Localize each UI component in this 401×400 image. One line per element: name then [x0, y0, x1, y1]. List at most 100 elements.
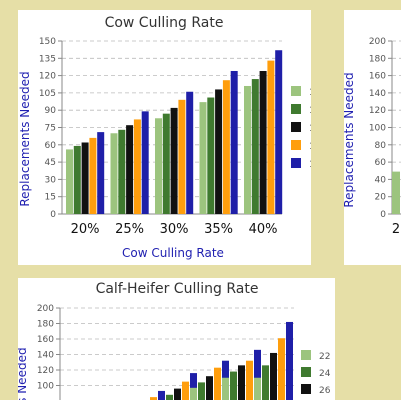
bar [66, 149, 73, 214]
bar [133, 119, 141, 214]
bar [190, 387, 197, 400]
bar [126, 125, 134, 214]
y-axis-label: Replacements Needed [344, 72, 356, 207]
legend-label: 18% [309, 160, 311, 170]
right-chart-partial: Replacements Needed 0 20 40 60 80 100 120 140 16… [344, 37, 401, 237]
y-tick-label: 0 [50, 210, 56, 220]
y-tick-label: 160 [369, 72, 386, 82]
legend-swatch [291, 104, 301, 114]
y-tick-label: 150 [39, 37, 56, 47]
y-tick-label: 100 [37, 382, 54, 392]
category-label: 40% [249, 222, 278, 237]
bar [141, 111, 149, 214]
legend-label: 14% [309, 124, 311, 134]
category-label: 35% [204, 222, 233, 237]
bar [275, 50, 283, 214]
legend-label: 12% [309, 106, 311, 116]
bar [214, 367, 221, 400]
chart-panel-right: Replacements Needed 0 20 40 60 80 100 120 140 16… [344, 10, 401, 265]
bar [244, 85, 251, 214]
y-tick-label: 120 [369, 106, 386, 116]
category-label: 30% [160, 222, 189, 237]
y-tick-label: 30 [45, 175, 57, 185]
y-tick-label: 105 [39, 89, 56, 99]
bar [259, 70, 267, 214]
bar [89, 137, 97, 214]
legend-swatch [301, 367, 311, 377]
legend-swatch [291, 122, 301, 132]
y-tick-label: 15 [45, 193, 56, 203]
bar [178, 99, 186, 214]
bar [162, 113, 170, 214]
bar [215, 89, 223, 214]
chart-panel-cow-culling: Cow Culling Rate Replacements Needed Cow… [18, 10, 311, 265]
bar [166, 394, 173, 400]
y-tick-label: 20 [375, 193, 387, 203]
legend-swatch [301, 350, 311, 360]
y-tick-label: 90 [45, 106, 57, 116]
bar [182, 381, 189, 400]
y-tick-label: 80 [375, 141, 387, 151]
legend-label: 10% [309, 88, 311, 98]
bar [270, 352, 277, 400]
calf-heifer-culling-chart: Calf-Heifer Culling Rate ts Needed 100 12… [18, 281, 331, 400]
chart-panel-calf-heifer: Calf-Heifer Culling Rate ts Needed 100 12… [18, 278, 335, 400]
y-tick-label: 100 [369, 124, 386, 134]
bar [222, 80, 230, 214]
bar [267, 60, 275, 215]
chart-title: Calf-Heifer Culling Rate [96, 281, 259, 297]
bar [174, 388, 181, 400]
bar [150, 397, 157, 400]
bar [254, 377, 261, 400]
y-tick-label: 120 [37, 366, 54, 376]
category-label: 20% [71, 222, 100, 237]
legend-swatch [291, 158, 301, 168]
bar [206, 376, 213, 400]
x-axis-label: Cow Culling Rate [122, 246, 224, 260]
bar [110, 133, 118, 214]
legend-label: 24 [319, 369, 331, 379]
legend-swatch [291, 140, 301, 150]
bar [251, 79, 259, 214]
bar [207, 97, 215, 214]
bar [230, 371, 237, 400]
bar [278, 338, 285, 400]
y-tick-label: 60 [375, 158, 387, 168]
y-tick-label: 160 [37, 335, 54, 345]
y-tick-label: 0 [380, 210, 386, 220]
chart-title: Cow Culling Rate [105, 15, 224, 31]
y-tick-label: 140 [369, 89, 386, 99]
y-tick-label: 120 [39, 72, 56, 82]
y-tick-label: 40 [375, 175, 387, 185]
y-tick-label: 75 [45, 124, 56, 134]
bar [155, 118, 162, 214]
y-tick-label: 135 [39, 54, 56, 64]
bar [81, 142, 89, 214]
bar [222, 377, 229, 400]
bar [286, 321, 293, 400]
cow-culling-chart: Cow Culling Rate Replacements Needed Cow… [18, 15, 311, 260]
bar [158, 390, 165, 400]
bar [246, 360, 253, 400]
y-tick-label: 45 [45, 158, 56, 168]
bar [392, 171, 400, 214]
legend-label: 16% [309, 142, 311, 152]
category-label: 25% [115, 222, 144, 237]
y-axis-label: ts Needed [18, 347, 29, 400]
legend-swatch [301, 384, 311, 394]
y-tick-label: 200 [37, 304, 54, 314]
legend-swatch [291, 86, 301, 96]
legend-label: 26 [319, 386, 331, 396]
y-tick-label: 140 [37, 351, 54, 361]
bar [238, 365, 245, 400]
bar [118, 129, 126, 214]
legend-label: 22 [319, 352, 330, 362]
bar [199, 102, 207, 214]
bar [190, 373, 197, 400]
y-tick-label: 200 [369, 37, 386, 47]
bar [230, 70, 238, 214]
bar [73, 145, 81, 214]
y-tick-label: 180 [369, 54, 386, 64]
bar [170, 107, 178, 214]
category-label: 2 [392, 222, 400, 237]
